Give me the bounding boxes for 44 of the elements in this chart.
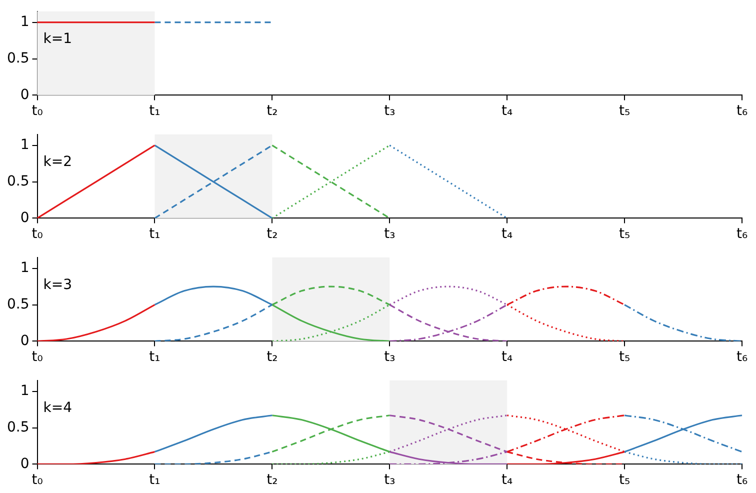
y-tick-label: 1 (20, 260, 30, 276)
x-tick-label: t₁ (149, 349, 160, 366)
annotation: k=2 (43, 154, 72, 170)
y-tick-label: 0 (20, 86, 30, 103)
x-tick-label: t₄ (502, 226, 514, 242)
x-tick-label: t₂ (266, 103, 278, 120)
x-tick-label: t₅ (618, 226, 630, 242)
y-tick-label: 0 (20, 210, 30, 226)
x-tick-label: t₃ (384, 349, 396, 366)
x-tick-label: t₆ (736, 103, 748, 120)
y-tick-label: 0.5 (7, 419, 30, 436)
x-tick-label: t₅ (618, 472, 630, 488)
x-tick-label: t₆ (736, 226, 748, 242)
x-tick-label: t₃ (384, 103, 396, 120)
y-tick-label: 1 (20, 136, 30, 153)
x-tick-label: t₂ (266, 226, 278, 242)
x-tick-label: t₂ (266, 472, 278, 488)
y-tick-label: 1 (20, 382, 30, 399)
y-tick-label: 0.5 (7, 173, 30, 190)
y-tick-label: 0.5 (7, 296, 30, 312)
x-tick-label: t₂ (266, 349, 278, 366)
x-tick-label: t₁ (149, 472, 160, 488)
x-tick-label: t₃ (384, 226, 396, 242)
y-tick-label: 0 (20, 332, 30, 349)
annotation: k=4 (43, 400, 72, 416)
x-tick-label: t₀ (32, 472, 44, 488)
x-tick-label: t₁ (149, 103, 160, 120)
x-tick-label: t₀ (32, 226, 44, 242)
annotation: k=1 (43, 31, 72, 48)
x-tick-label: t₀ (32, 103, 44, 120)
x-tick-label: t₅ (618, 103, 630, 120)
y-tick-label: 1 (20, 14, 30, 30)
y-tick-label: 0 (20, 456, 30, 472)
annotation: k=3 (43, 277, 72, 294)
x-tick-label: t₄ (502, 349, 514, 366)
x-tick-label: t₄ (502, 472, 514, 488)
x-tick-label: t₁ (149, 226, 160, 242)
x-tick-label: t₆ (736, 472, 748, 488)
y-tick-label: 0.5 (7, 50, 30, 66)
x-tick-label: t₄ (502, 103, 514, 120)
x-tick-label: t₀ (32, 349, 44, 366)
x-tick-label: t₅ (618, 349, 630, 366)
x-tick-label: t₆ (736, 349, 748, 366)
x-tick-label: t₃ (384, 472, 396, 488)
